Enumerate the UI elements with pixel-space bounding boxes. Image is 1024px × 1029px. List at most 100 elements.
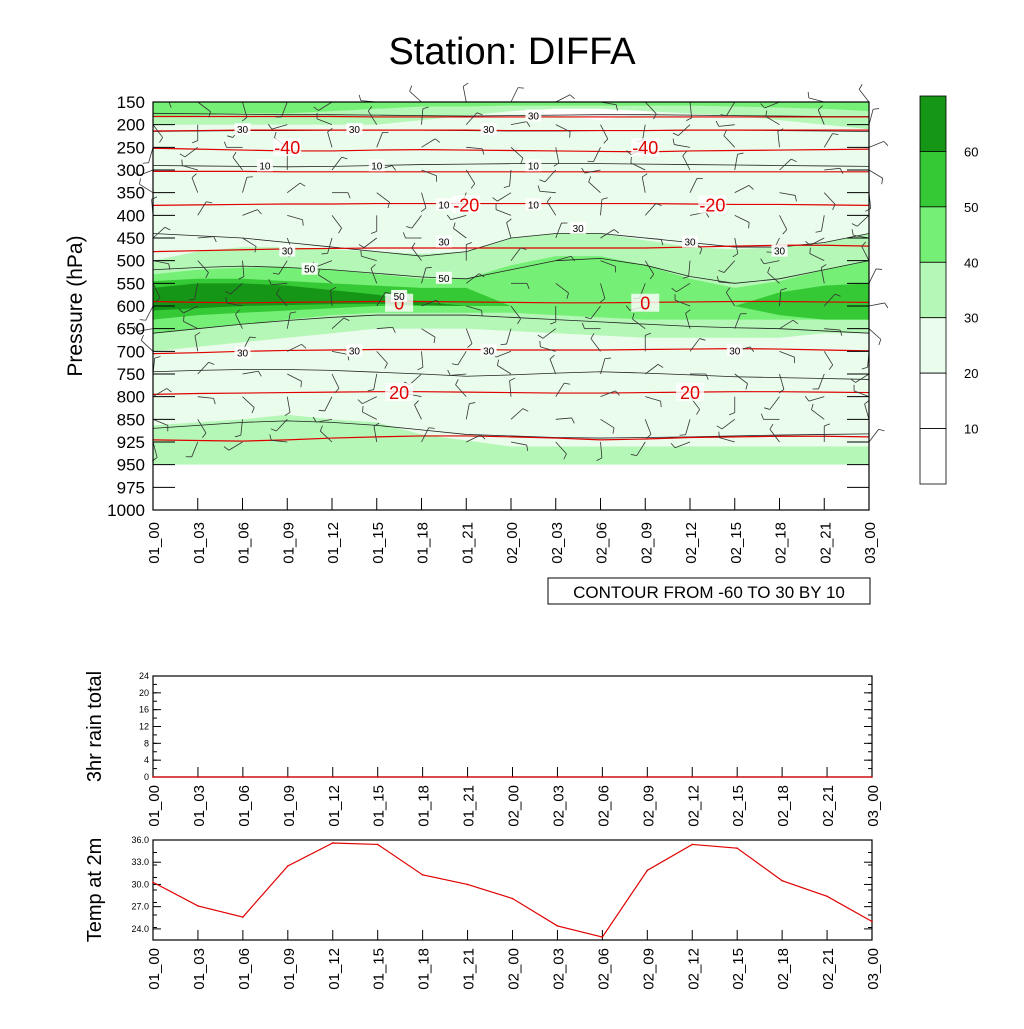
data-point [422,776,424,778]
x-tick-label: 02_15 [728,522,745,564]
data-point [736,776,738,778]
y-tick-label: 250 [117,138,145,157]
x-tick-label: 01_03 [191,785,208,827]
data-point [736,847,738,849]
red-contour-label: 20 [680,383,700,403]
data-point [197,905,199,907]
data-point [826,776,828,778]
wind-barb-flag [719,432,720,438]
data-point [467,776,469,778]
wind-barb-shaft [869,170,883,178]
y-tick-label: 350 [117,184,145,203]
black-contour-label: 10 [438,200,450,211]
wind-barb [869,269,882,283]
x-tick-label: 03_00 [865,785,882,827]
x-tick-label: 02_09 [640,948,657,990]
panel-frame [153,676,872,777]
wind-barb-flag [359,95,361,101]
x-tick-label: 03_00 [865,948,882,990]
colorbar-label: 40 [964,255,978,270]
x-tick-label: 01_06 [236,948,253,990]
x-tick-label: 01_00 [146,785,163,827]
data-point [332,842,334,844]
x-tick-label: 01_18 [416,785,433,827]
data-point [422,874,424,876]
wind-barb-flag [605,358,611,359]
wind-barb-shaft [149,147,153,162]
wind-barb-flag [426,267,432,268]
wind-barb-flag [859,84,862,89]
black-contour-label: 30 [573,224,585,235]
data-point [691,844,693,846]
x-tick-label: 01_00 [146,522,163,564]
colorbar-box [920,262,946,317]
data-point [602,936,604,938]
wind-barb [869,141,888,147]
wind-barb-shaft [410,91,422,102]
data-point [152,776,154,778]
wind-barb [869,329,881,345]
y-tick-label: 33.0 [131,857,149,867]
data-point [781,880,783,882]
y-tick-label: 650 [117,320,145,339]
colorbar-label: 60 [964,144,978,159]
red-contour-label: -40 [274,138,300,158]
x-tick-label: 02_21 [820,948,837,990]
wind-barb-flag [808,92,809,98]
y-tick-label: 800 [117,388,145,407]
x-tick-label: 01_15 [371,948,388,990]
x-tick-label: 02_06 [595,948,612,990]
y-tick-label: 8 [144,738,149,748]
colorbar-box [920,151,946,206]
wind-barb-shaft [869,269,876,283]
x-tick-label: 03_00 [862,522,879,564]
y-tick-label: 16 [139,705,149,715]
x-tick-label: 02_18 [773,522,790,564]
data-point [512,776,514,778]
red-contour-label: 20 [389,383,409,403]
data-point [197,776,199,778]
data-point [242,776,244,778]
black-contour-label: 50 [394,292,406,303]
x-tick-label: 01_06 [236,785,253,827]
colorbar-box [920,373,946,428]
data-point [871,776,873,778]
x-tick-label: 01_21 [461,785,478,827]
x-tick-label: 02_06 [594,522,611,564]
x-tick-label: 01_21 [459,522,476,564]
data-point [332,776,334,778]
black-contour-label: 10 [371,161,383,172]
black-contour-label: 30 [528,112,540,123]
x-tick-label: 01_00 [146,948,163,990]
black-contour-label: 30 [349,346,361,357]
wind-barb-shaft [869,429,879,442]
wind-barb [808,92,824,102]
wind-barb-flag [570,95,574,99]
black-contour-label: 50 [438,274,450,285]
y-tick-label: 750 [117,365,145,384]
y-tick-label: 20 [139,688,149,698]
wind-barb [556,95,575,102]
wind-barb [869,429,884,442]
wind-barb-flag [322,253,328,254]
wind-barb [869,303,888,308]
x-tick-label: 01_12 [326,948,343,990]
data-point [377,776,379,778]
black-contour-label: 30 [237,349,249,360]
y-tick-label: 1000 [107,501,145,520]
x-tick-label: 02_12 [685,785,702,827]
x-tick-label: 02_15 [730,785,747,827]
x-tick-label: 02_03 [550,785,567,827]
wind-barb [463,83,468,102]
wind-barb-flag [680,435,686,436]
x-tick-label: 02_21 [820,785,837,827]
red-contour-label: -20 [699,195,725,215]
colorbar-box [920,207,946,262]
wind-barb-flag [540,341,541,347]
data-point [242,916,244,918]
wind-barb-flag [463,83,468,86]
wind-barb-shaft [869,109,873,124]
